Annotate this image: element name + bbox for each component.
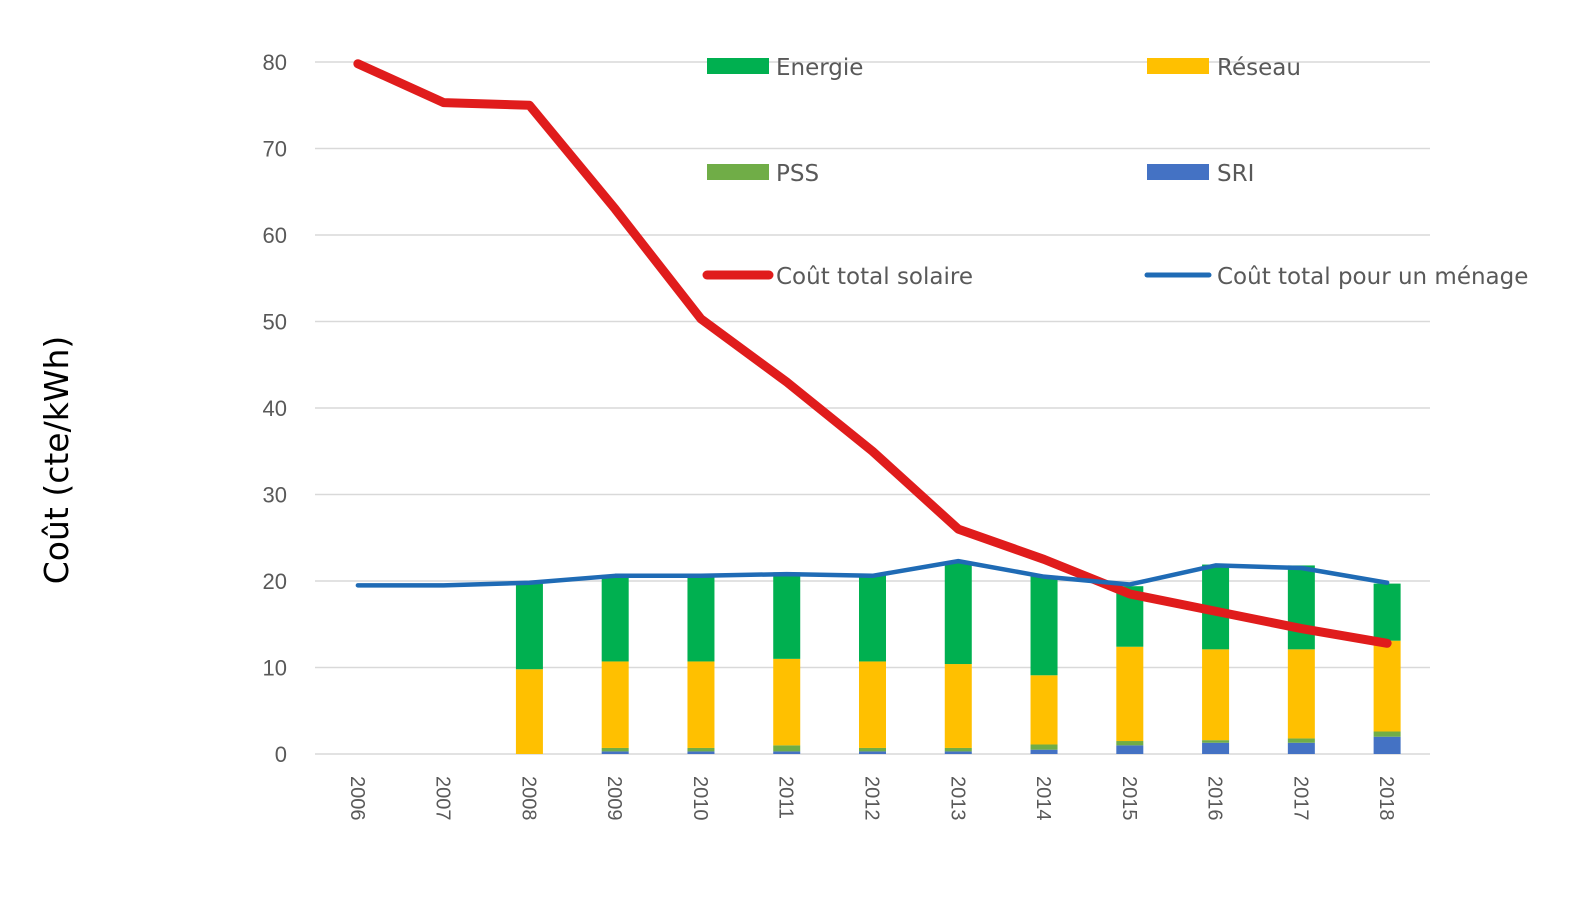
legend: Energie Réseau PSS SRI Coût total solaire Coû… (702, 55, 1528, 290)
y-axis-label: Coût (cte/kWh) (37, 336, 76, 584)
legend-swatch-pss (707, 164, 769, 180)
x-tick-label-2014: 2014 (1032, 776, 1054, 821)
bar-r-seau-2008 (515, 669, 543, 754)
bar-r-seau-2010 (687, 661, 715, 748)
bar-sri-2014 (1030, 749, 1058, 754)
bar-sri-2010 (687, 751, 715, 754)
bar-pss-2011 (773, 745, 801, 752)
bar-sri-2016 (1202, 742, 1230, 754)
line-cout-total-solaire (353, 59, 1392, 648)
legend-swatch-energie (707, 58, 769, 74)
bar-pss-2017 (1287, 738, 1315, 743)
bar-energie-2018 (1373, 583, 1401, 641)
y-tick-label-50: 50 (263, 310, 287, 335)
y-tick-label-70: 70 (263, 137, 287, 162)
x-tick-label-2012: 2012 (861, 776, 883, 821)
legend-label-cout-total-solaire: Coût total solaire (776, 264, 973, 290)
bar-energie-2017 (1287, 565, 1315, 650)
y-tick-label-0: 0 (275, 742, 287, 767)
x-tick-label-2016: 2016 (1204, 776, 1226, 821)
bar-r-seau-2009 (601, 661, 629, 748)
bar-r-seau-2017 (1287, 649, 1315, 739)
bar-r-seau-2018 (1373, 640, 1401, 732)
x-tick-label-2009: 2009 (603, 776, 625, 821)
bar-sri-2018 (1373, 736, 1401, 754)
bar-energie-2011 (773, 572, 801, 659)
legend-label-pss: PSS (776, 161, 819, 187)
bar-sri-2009 (601, 751, 629, 754)
bar-r-seau-2016 (1202, 649, 1230, 741)
legend-swatch-reseau (1147, 58, 1209, 74)
bar-pss-2013 (944, 747, 972, 752)
y-tick-label-80: 80 (263, 50, 287, 75)
bar-sri-2012 (859, 751, 886, 754)
bar-sri-2017 (1287, 742, 1315, 754)
bar-pss-2016 (1202, 740, 1230, 743)
x-tick-label-2006: 2006 (346, 776, 368, 821)
y-tick-label-40: 40 (263, 396, 287, 421)
bar-r-seau-2011 (773, 658, 801, 746)
x-tick-label-2008: 2008 (517, 776, 539, 821)
legend-swatch-sri (1147, 164, 1209, 180)
bar-sri-2011 (773, 751, 801, 754)
bar-r-seau-2014 (1030, 675, 1058, 745)
bar-r-seau-2015 (1116, 646, 1144, 742)
x-tick-label-2010: 2010 (689, 776, 711, 821)
legend-label-energie: Energie (776, 55, 863, 81)
bar-energie-2014 (1030, 575, 1058, 676)
x-tick-label-2011: 2011 (775, 776, 797, 819)
x-tick-label-2007: 2007 (432, 776, 454, 821)
x-tick-label-2015: 2015 (1118, 776, 1140, 821)
bar-energie-2010 (687, 574, 715, 662)
legend-label-sri: SRI (1217, 161, 1254, 187)
bar-pss-2015 (1116, 741, 1144, 746)
legend-label-reseau: Réseau (1217, 55, 1301, 81)
bar-pss-2009 (601, 747, 629, 752)
y-tick-label-60: 60 (263, 223, 287, 248)
bar-energie-2012 (859, 574, 886, 662)
bar-r-seau-2013 (944, 664, 972, 748)
y-tick-label-10: 10 (263, 656, 287, 681)
bar-pss-2010 (687, 747, 715, 752)
x-axis-ticks: 2006 2007 2008 2009 2010 2011 2012 2013 2014 2015… (346, 776, 1397, 821)
bar-sri-2015 (1116, 745, 1144, 754)
bar-pss-2018 (1373, 731, 1401, 737)
bar-r-seau-2012 (859, 661, 886, 748)
gridlines (315, 61, 1430, 755)
bar-sri-2013 (944, 751, 972, 754)
bar-pss-2014 (1030, 744, 1058, 750)
stacked-bars (515, 561, 1401, 754)
bar-energie-2008 (515, 583, 543, 670)
x-tick-label-2018: 2018 (1375, 776, 1397, 821)
legend-label-cout-total-pour-un-menage: Coût total pour un ménage (1217, 264, 1528, 290)
y-axis-ticks: 0 10 20 30 40 50 60 70 80 (263, 50, 287, 767)
bar-pss-2012 (859, 747, 886, 752)
x-tick-label-2013: 2013 (946, 776, 968, 821)
y-tick-label-30: 30 (263, 483, 287, 508)
bar-energie-2009 (601, 574, 629, 662)
bar-energie-2013 (944, 561, 972, 665)
line-cout-total-menage (355, 558, 1390, 588)
x-tick-label-2017: 2017 (1289, 776, 1311, 821)
y-tick-label-20: 20 (263, 569, 287, 594)
line-series (353, 59, 1392, 648)
